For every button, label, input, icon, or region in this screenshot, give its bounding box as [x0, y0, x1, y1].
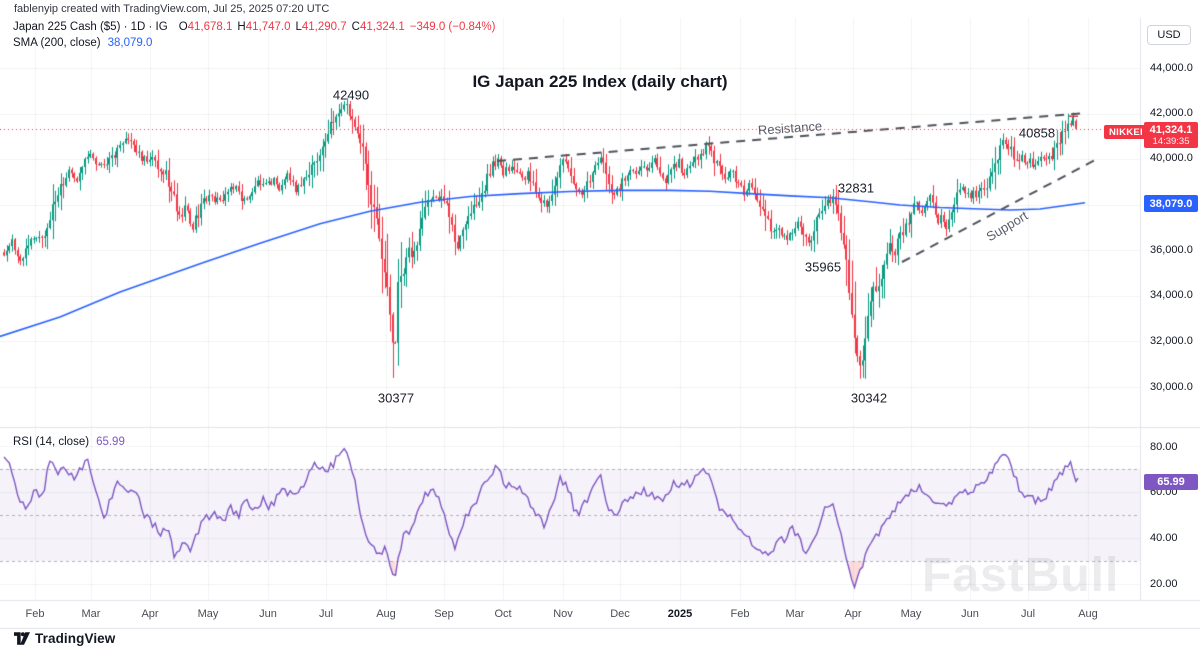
price-axis-label: 36,000.0 [1150, 244, 1193, 256]
time-axis-label: Jun [961, 608, 979, 620]
rsi-axis-label: 20.00 [1150, 578, 1178, 590]
price-axis-label: 34,000.0 [1150, 289, 1193, 301]
rsi-value: 65.99 [96, 436, 125, 448]
time-axis-label: Dec [610, 608, 630, 620]
symbol-description[interactable]: Japan 225 Cash ($5) · 1D · IG [13, 21, 168, 33]
ohlc-values: O41,678.1 H41,747.0 L41,290.7 C41,324.1 [174, 21, 405, 33]
price-axis-label: 30,000.0 [1150, 381, 1193, 393]
sma-price-badge: 38,079.0 [1144, 195, 1198, 212]
time-axis-label: Feb [730, 608, 750, 620]
sma-value: 38,079.0 [107, 37, 153, 49]
price-annotation: 30342 [850, 390, 888, 406]
time-axis-label: Jun [259, 608, 277, 620]
rsi-axis-label: 80.00 [1150, 441, 1178, 453]
time-axis-label: Sep [434, 608, 454, 620]
ohlc-key: C [351, 21, 360, 33]
time-axis-label: Jul [1020, 608, 1036, 620]
tradingview-logo-icon[interactable] [14, 632, 30, 645]
ohlc-value: 41,678.1 [187, 21, 233, 33]
countdown-timer: 14:39:35 [1152, 136, 1190, 147]
rsi-label: RSI (14, close) [13, 436, 90, 448]
ohlc-key: H [237, 21, 246, 33]
time-axis-label: May [197, 608, 219, 620]
time-axis-label: Aug [376, 608, 396, 620]
price-axis-label: 42,000.0 [1150, 107, 1193, 119]
time-axis-label: Apr [141, 608, 159, 620]
sma-label: SMA (200, close) [13, 37, 101, 49]
tradingview-attribution[interactable]: TradingView [14, 631, 115, 646]
price-annotation: 32831 [837, 180, 875, 196]
rsi-value-badge: 65.99 [1144, 474, 1198, 490]
time-axis-label: May [900, 608, 922, 620]
symbol-legend[interactable]: Japan 225 Cash ($5) · 1D · IG O41,678.1 H4… [13, 21, 495, 33]
change-value: −349.0 (−0.84%) [409, 21, 496, 33]
rsi-axis-label: 40.00 [1150, 532, 1178, 544]
chart-title: IG Japan 225 Index (daily chart) [472, 72, 728, 91]
price-axis-label: 44,000.0 [1150, 62, 1193, 74]
time-axis-label: Jul [318, 608, 334, 620]
time-axis-label: Apr [844, 608, 862, 620]
price-axis-label: 32,000.0 [1150, 335, 1193, 347]
ohlc-value: 41,324.1 [359, 21, 405, 33]
price-axis-label: 40,000.0 [1150, 152, 1193, 164]
price-annotation: 30377 [377, 390, 415, 406]
time-axis-label: Feb [25, 608, 45, 620]
time-axis-label: 2025 [667, 608, 693, 620]
sma-legend[interactable]: SMA (200, close) 38,079.0 [13, 37, 152, 49]
tradingview-logo-text[interactable]: TradingView [35, 631, 116, 646]
time-axis-label: Aug [1078, 608, 1098, 620]
price-annotation: 40858 [1018, 125, 1056, 141]
last-price-badge: 41,324.1 14:39:35 [1144, 122, 1198, 148]
price-annotation: 42490 [332, 87, 370, 103]
time-axis-label: Oct [494, 608, 512, 620]
credit-text: fablenyip created with TradingView.com, … [14, 3, 330, 15]
ohlc-key: L [295, 21, 302, 33]
nikkei-symbol-badge: NIKKEI [1104, 125, 1148, 139]
ohlc-key: O [178, 21, 188, 33]
time-axis-label: Nov [553, 608, 573, 620]
ohlc-value: 41,290.7 [301, 21, 347, 33]
ohlc-value: 41,747.0 [245, 21, 291, 33]
currency-button[interactable]: USD [1147, 25, 1191, 45]
rsi-legend[interactable]: RSI (14, close) 65.99 [13, 436, 125, 448]
time-axis-label: Mar [785, 608, 805, 620]
last-price-value: 41,324.1 [1149, 124, 1193, 136]
time-axis-label: Mar [81, 608, 101, 620]
price-annotation: 35965 [804, 259, 842, 275]
